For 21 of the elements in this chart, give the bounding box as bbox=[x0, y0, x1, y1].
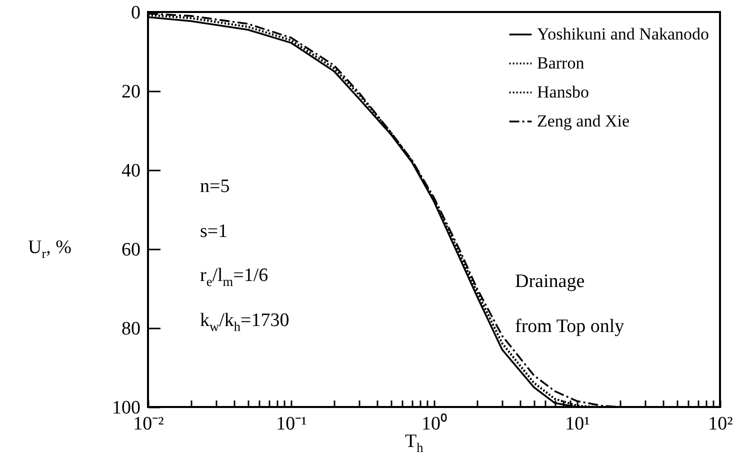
y-tick-label: 40 bbox=[122, 160, 140, 182]
y-tick-label: 20 bbox=[122, 82, 140, 102]
y-tick-label: 60 bbox=[122, 240, 140, 260]
annotation: s=1 bbox=[200, 221, 228, 242]
annotation: n=5 bbox=[200, 176, 230, 197]
legend-label: Zeng and Xie bbox=[537, 112, 630, 130]
y-axis-title: U$_{r}$, % bbox=[28, 237, 72, 261]
y-tick-label: 80 bbox=[122, 318, 140, 340]
annotation: k$_{w}$/k$_{h}$=1730 bbox=[200, 310, 290, 334]
legend-label: Barron bbox=[537, 54, 585, 72]
annotation: Drainage bbox=[515, 271, 585, 292]
annotation: from Top only bbox=[515, 316, 624, 337]
legend-label: Hansbo bbox=[537, 82, 589, 102]
x-tick-label: 10⁰ bbox=[422, 412, 448, 434]
y-tick-label: 0 bbox=[131, 2, 140, 24]
x-tick-label: 10¹ bbox=[565, 414, 590, 434]
x-tick-label: 10² bbox=[708, 414, 734, 434]
x-axis-title: T$_{h}$ bbox=[405, 431, 424, 455]
legend-label: Yoshikuni and Nakanodo bbox=[537, 24, 710, 44]
x-tick-label: 10⁻¹ bbox=[276, 414, 308, 434]
annotation: r$_{e}$/l$_{m}$=1/6 bbox=[200, 265, 268, 289]
